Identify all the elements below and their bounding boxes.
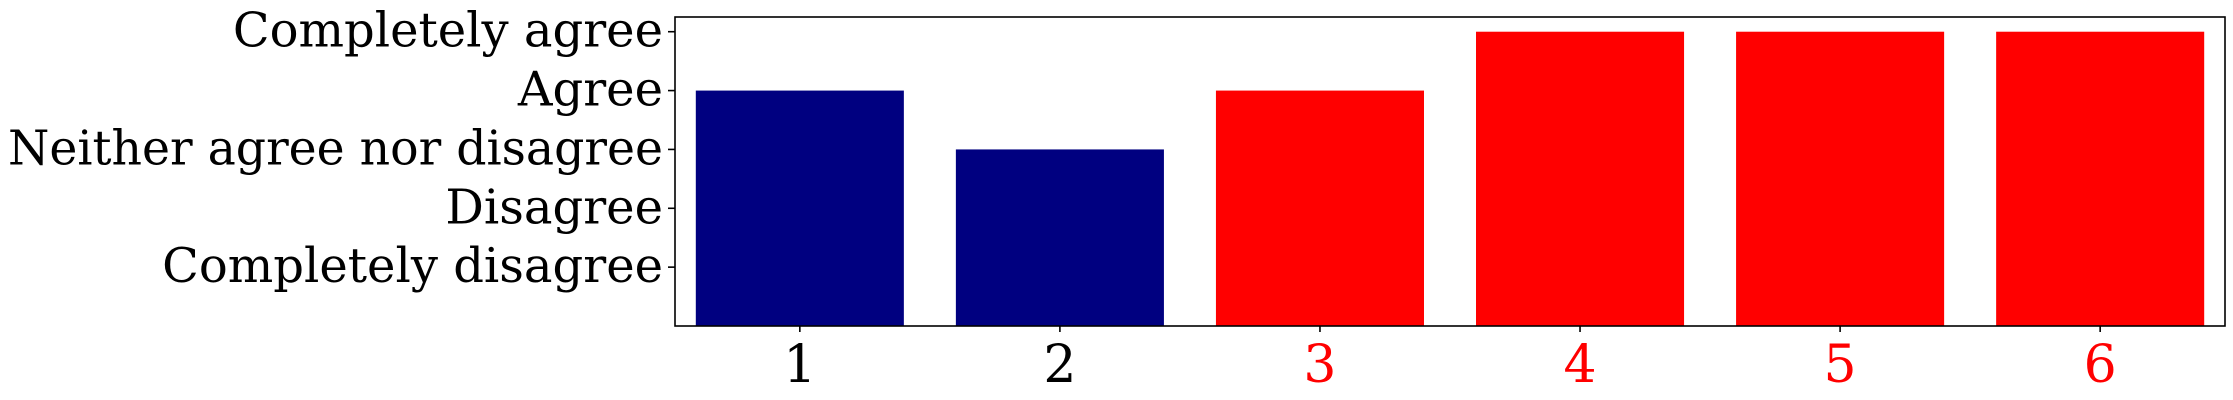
bar-4 <box>1476 31 1685 326</box>
x-tick-label-4: 4 <box>1563 335 1596 395</box>
y-tick-label-1: Completely disagree <box>162 238 663 294</box>
bars-group <box>695 31 2205 326</box>
y-tick-label-3: Neither agree nor disagree <box>8 120 663 176</box>
bar-5 <box>1736 31 1945 326</box>
x-tick-label-1: 1 <box>783 335 816 395</box>
y-tick-label-4: Agree <box>517 62 663 118</box>
bar-2 <box>955 149 1164 326</box>
y-tick-label-2: Disagree <box>445 179 663 235</box>
x-tick-label-5: 5 <box>1824 335 1857 395</box>
x-tick-label-2: 2 <box>1043 335 1076 395</box>
plot-frame <box>674 16 2226 327</box>
y-tick-label-5: Completely agree <box>233 3 663 59</box>
x-axis: 1 2 3 4 5 6 <box>783 326 2117 395</box>
bar-1 <box>695 90 904 326</box>
bar-6 <box>1996 31 2205 326</box>
x-tick-label-3: 3 <box>1303 335 1336 395</box>
bar-3 <box>1215 90 1424 326</box>
x-tick-label-6: 6 <box>2084 335 2117 395</box>
